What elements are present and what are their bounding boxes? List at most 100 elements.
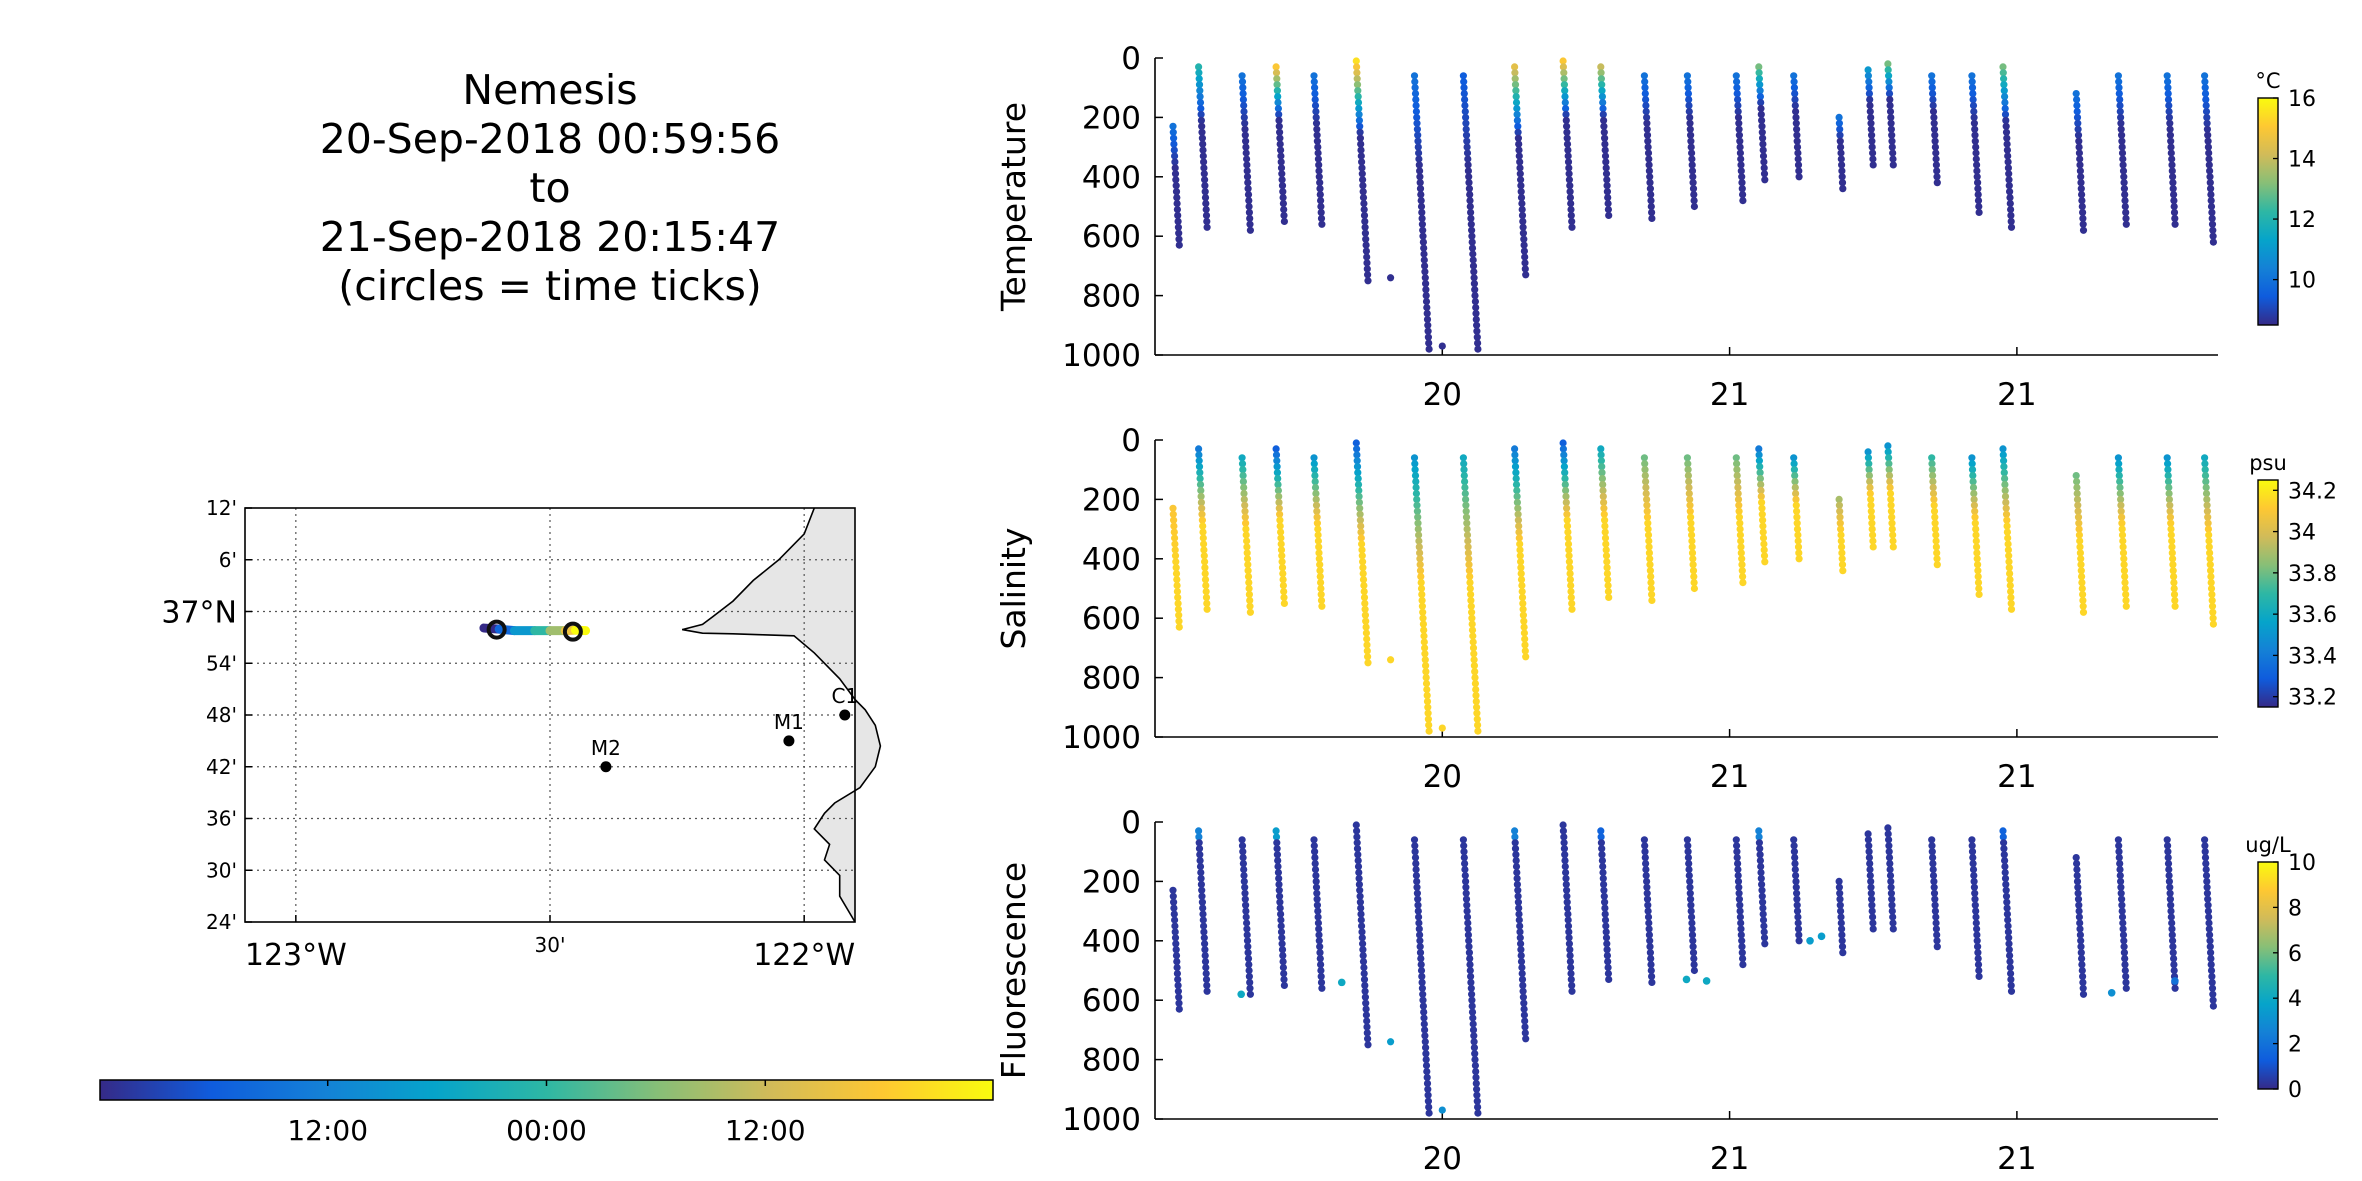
profile-dot <box>1999 827 2007 835</box>
profile-dot <box>1734 101 1742 110</box>
profile-dot <box>1239 848 1247 856</box>
profile-dot <box>1411 854 1420 862</box>
profile-dot <box>1645 537 1653 545</box>
profile-dot <box>2116 871 2124 880</box>
profile-dot <box>1464 925 1472 933</box>
profile-dot <box>1460 78 1468 86</box>
profile-dot <box>2166 125 2174 133</box>
profile-dot <box>1567 975 1575 984</box>
profile-dot <box>1974 579 1983 587</box>
profile-dot <box>1360 969 1368 978</box>
profile-dot <box>1521 635 1529 643</box>
profile-dot <box>1562 868 1570 877</box>
profile-dot <box>1885 460 1893 468</box>
profile-dot <box>1559 63 1567 71</box>
profile-dot <box>1311 84 1319 92</box>
profile-dot <box>1470 280 1478 288</box>
profile-dot <box>1836 901 1844 909</box>
profile-dot <box>2077 173 2085 181</box>
profile-dot <box>1359 564 1367 572</box>
profile-dot <box>1199 528 1207 536</box>
profile-dot <box>1566 570 1574 578</box>
profile-dot <box>1465 179 1473 187</box>
profile-dot <box>1420 1008 1428 1016</box>
profile-dot <box>1642 871 1650 880</box>
profile-dot <box>1738 937 1746 945</box>
profile-dot <box>1280 599 1288 608</box>
profile-dot <box>1275 886 1283 894</box>
profile-dot <box>1928 78 1936 86</box>
profile-dot <box>1521 647 1529 655</box>
profile-dot <box>2209 614 2217 622</box>
profile-dot <box>1199 152 1207 160</box>
profile-dot <box>1755 839 1763 847</box>
profile-dot <box>1974 567 1982 575</box>
profile-dot <box>1793 137 1801 145</box>
profile-dot <box>1314 143 1322 151</box>
profile-dot <box>2118 519 2126 527</box>
profile-dot <box>1734 877 1743 886</box>
profile-dot <box>1469 1020 1477 1028</box>
profile-dot <box>2077 943 2085 951</box>
time-tick-circle <box>486 619 507 640</box>
profile-dot <box>2209 1002 2217 1010</box>
profile-dot <box>1517 194 1526 202</box>
profile-dot <box>1795 167 1803 175</box>
profile-dot <box>2004 540 2012 548</box>
profile-dot <box>1471 286 1479 294</box>
profile-dot <box>1466 584 1474 593</box>
profile-dot <box>1928 454 1936 462</box>
profile-dot <box>2121 955 2129 963</box>
profile-dot <box>1276 516 1284 524</box>
profile-dot <box>1465 185 1473 193</box>
profile-dot <box>1689 949 1698 957</box>
profile-dots <box>1169 57 2217 353</box>
profile-dot <box>1197 880 1205 889</box>
profile-dot <box>1601 528 1609 536</box>
profile-dot <box>1641 460 1649 468</box>
profile-dot <box>1932 155 1940 163</box>
profile-dot <box>2075 525 2083 533</box>
station-marker <box>600 761 612 773</box>
profile-dot <box>1932 149 1940 157</box>
profile-dot <box>1597 75 1605 83</box>
profile-dot <box>1688 549 1697 557</box>
profile-dot <box>1472 309 1480 317</box>
profile-dot <box>2001 868 2009 877</box>
profile-dot <box>1738 567 1746 575</box>
profile-dot <box>1316 573 1324 581</box>
profile-dot <box>2114 454 2122 462</box>
profile-dot <box>1364 1035 1372 1043</box>
profile-dot <box>1424 1091 1432 1099</box>
profile-dot <box>1172 940 1180 948</box>
coastline <box>682 507 882 923</box>
profile-dot <box>1559 445 1567 453</box>
profile-dot <box>1970 107 1978 116</box>
profile-dot <box>1973 937 1981 945</box>
profile-dot <box>1974 961 1983 969</box>
profile-dot <box>1971 519 1979 527</box>
profile-dot <box>1171 552 1180 560</box>
profile-dot <box>1647 966 1655 975</box>
profile-dot <box>1640 454 1648 462</box>
profile-dot <box>1605 593 1613 602</box>
profile-dot <box>1422 292 1430 300</box>
profile-dot <box>2005 552 2013 560</box>
profile-dot <box>2079 990 2088 998</box>
profile-dot <box>1312 501 1321 509</box>
profile-dot <box>1561 851 1569 859</box>
profile-dot <box>1466 573 1474 581</box>
profile-dot <box>1839 185 1847 193</box>
profile-dot <box>1759 898 1767 906</box>
profile-dot <box>1794 531 1802 539</box>
profile-dot <box>1928 466 1936 474</box>
profile-dot <box>1419 232 1427 240</box>
profile-dot <box>1970 119 1978 127</box>
profile-dot <box>1313 125 1321 133</box>
profile-dot <box>1467 972 1475 981</box>
profile-dot <box>2077 555 2085 563</box>
profile-dot <box>1277 528 1285 536</box>
profile-dot <box>1868 131 1876 139</box>
profile-dot <box>1202 963 1210 972</box>
profile-dot <box>1197 874 1205 883</box>
